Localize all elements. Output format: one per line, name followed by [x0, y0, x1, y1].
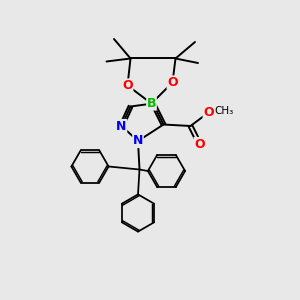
Text: O: O	[122, 79, 133, 92]
Text: CH₃: CH₃	[214, 106, 233, 116]
Text: B: B	[147, 97, 156, 110]
Text: N: N	[133, 134, 143, 148]
Text: N: N	[116, 119, 127, 133]
Text: O: O	[203, 106, 214, 119]
Text: O: O	[167, 76, 178, 89]
Text: O: O	[194, 137, 205, 151]
